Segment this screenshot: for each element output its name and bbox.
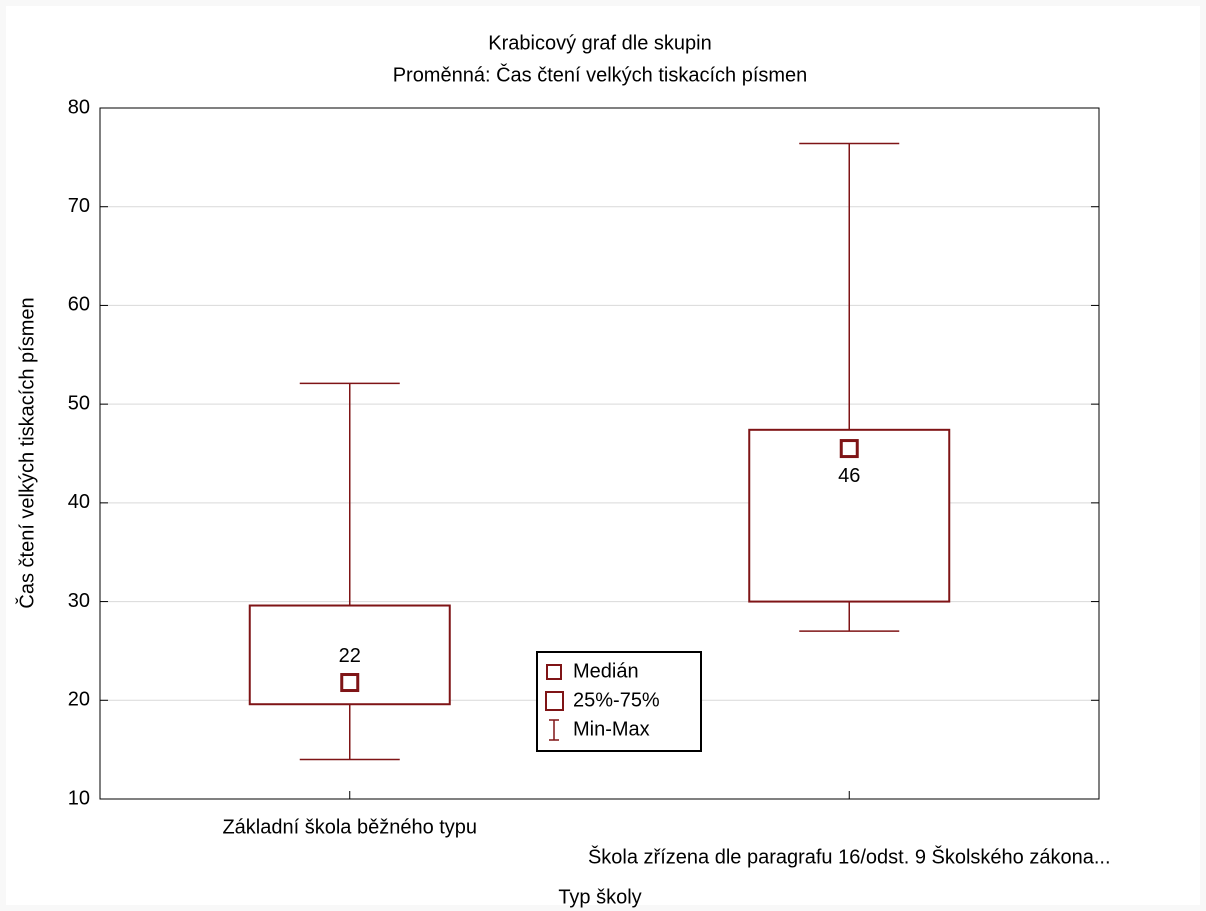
legend-swatch	[545, 691, 564, 711]
plot-frame	[99, 107, 1100, 800]
legend-label: 25%-75%	[573, 689, 660, 711]
y-tick-label: 60	[68, 294, 90, 316]
box	[748, 428, 951, 603]
legend-box	[536, 651, 702, 752]
x-tick-label: Základní škola běžného typu	[222, 816, 477, 838]
y-tick-label: 80	[68, 96, 90, 118]
legend-label: Min-Max	[573, 718, 650, 740]
median-marker	[839, 439, 859, 459]
median-label: 22	[339, 645, 361, 667]
chart-subtitle: Proměnná: Čas čtení velkých tiskacích pí…	[393, 63, 808, 86]
x-axis-label: Typ školy	[558, 886, 641, 908]
chart-area	[6, 6, 1200, 905]
legend-swatch	[546, 664, 562, 680]
y-tick-label: 70	[68, 195, 90, 217]
y-tick-label: 20	[68, 689, 90, 711]
median-marker	[340, 673, 360, 693]
y-tick-label: 10	[68, 787, 90, 809]
y-axis-label: Čas čtení velkých tiskacích písmen	[15, 297, 38, 608]
y-tick-label: 30	[68, 590, 90, 612]
y-tick-label: 40	[68, 491, 90, 513]
legend-label: Medián	[573, 660, 639, 682]
x-tick-label: Škola zřízena dle paragrafu 16/odst. 9 Š…	[588, 845, 1111, 868]
median-label: 46	[838, 465, 860, 487]
chart-title: Krabicový graf dle skupin	[488, 32, 711, 54]
y-tick-label: 50	[68, 392, 90, 414]
box	[248, 604, 451, 706]
